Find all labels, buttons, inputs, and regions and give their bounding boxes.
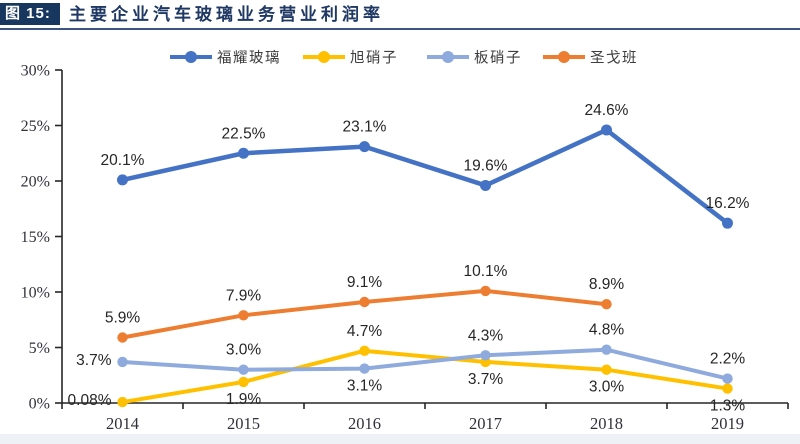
legend-label: 圣戈班 [590,50,638,67]
figure-title: 主要企业汽车玻璃业务营业利润率 [69,5,384,24]
data-label: 0.08% [68,392,112,409]
title-underline [0,28,800,30]
data-label: 23.1% [343,119,387,136]
series-agc-marker [117,396,128,408]
series-saint-gobain-marker [480,285,491,297]
data-label: 9.1% [347,274,383,291]
data-label: 1.3% [710,398,746,415]
series-agc-marker [722,383,733,394]
data-label: 2.2% [710,351,746,368]
data-label: 1.9% [226,391,262,408]
figure-number-badge: 图 15: [0,3,60,25]
legend-item-agc: 旭硝子 [303,50,398,67]
data-label: 22.5% [222,125,266,142]
data-label: 3.7% [468,371,504,388]
series-fuyao-glass-marker [117,174,128,186]
y-tick-label: 20% [21,174,50,191]
series-fuyao-glass-marker [601,124,612,136]
series-agc-marker [359,345,370,357]
series-saint-gobain-labels: 5.9% 7.9% 9.1% 10.1% 8.9% [105,263,625,327]
series-agc-labels: 0.08% 1.9% 4.7% 3.7% 3.0% 1.3% [68,323,746,415]
x-axis-labels: 2014 2015 2016 2017 2018 2019 [106,414,744,433]
data-label: 5.9% [105,310,141,327]
x-tick-label: 2018 [590,414,623,433]
chart-legend: 福耀玻璃 旭硝子 板硝子 圣戈班 [170,49,638,67]
series-fuyao-glass-marker [238,147,249,159]
series-agc-marker [238,376,249,388]
series-fuyao-glass-markers [117,124,733,229]
axes [55,69,789,409]
series-saint-gobain-marker [601,299,612,310]
x-tick-label: 2015 [227,414,260,433]
x-tick-label: 2014 [106,414,139,433]
series-fuyao-glass-marker [480,179,491,191]
data-label: 16.2% [706,195,750,212]
figure-header: 图 15: 主要企业汽车玻璃业务营业利润率 [0,0,800,31]
legend-dot-marker-icon [558,51,570,63]
data-label: 3.0% [226,342,262,359]
series-nsg-marker [238,364,249,375]
data-label: 20.1% [101,152,145,169]
data-label: 3.1% [347,378,383,395]
legend-label: 板硝子 [474,49,522,67]
series-nsg-marker [117,356,128,368]
data-label: 3.0% [589,379,625,396]
legend-dot-marker-icon [442,51,454,63]
legend-item-nsg: 板硝子 [427,49,522,67]
series-fuyao-glass-marker [722,217,733,229]
series-fuyao-glass-labels: 20.1% 22.5% 23.1% 19.6% 24.6% 16.2% [101,102,750,212]
series-agc-line [120,348,730,405]
series-saint-gobain-markers [117,285,612,343]
legend-label: 旭硝子 [350,50,398,67]
x-tick-label: 2017 [469,414,502,433]
legend-item-fuyao-glass: 福耀玻璃 [170,50,281,67]
series-nsg-labels: 3.7% 3.0% 3.1% 4.3% 4.8% 2.2% [76,322,745,395]
y-tick-label: 5% [29,340,50,357]
series-agc-marker [601,364,612,375]
data-label: 7.9% [226,287,262,304]
legend-item-saint-gobain: 圣戈班 [543,50,638,67]
x-tick-label: 2019 [711,414,744,433]
series-fuyao-glass-line [120,127,730,226]
series-saint-gobain-marker [359,296,370,308]
profit-margin-line-chart: 0%5%10%15%20%25%30%2014 2015 2016 2017 2018 2… [21,49,789,433]
series-saint-gobain-marker [238,310,249,321]
series-nsg-marker [359,363,370,374]
series-nsg-markers [117,344,733,384]
y-tick-label: 30% [21,63,50,80]
y-tick-label: 15% [21,229,50,246]
data-label: 10.1% [464,263,508,280]
data-label: 24.6% [585,102,629,119]
series-saint-gobain-marker [117,332,128,343]
data-label: 19.6% [464,157,508,174]
data-label: 3.7% [76,352,112,369]
legend-label: 福耀玻璃 [217,50,281,67]
y-tick-label: 25% [21,118,50,135]
data-label: 4.7% [347,323,383,340]
page-background-strip [0,434,800,444]
data-label: 4.8% [589,322,625,339]
y-tick-label: 0% [29,396,50,413]
series-nsg-marker [601,344,612,355]
y-tick-label: 10% [21,285,50,302]
data-label: 8.9% [589,276,625,293]
series-nsg-marker [480,350,491,361]
legend-dot-marker-icon [185,51,197,63]
legend-dot-marker-icon [318,51,330,63]
series-nsg-line [120,347,730,381]
y-axis-labels: 0% 5% 10% 15% 20% 25% 30% [21,63,50,413]
x-tick-label: 2016 [348,414,381,433]
series-nsg-marker [722,373,733,384]
data-label: 4.3% [468,327,504,344]
series-fuyao-glass-marker [359,141,370,153]
